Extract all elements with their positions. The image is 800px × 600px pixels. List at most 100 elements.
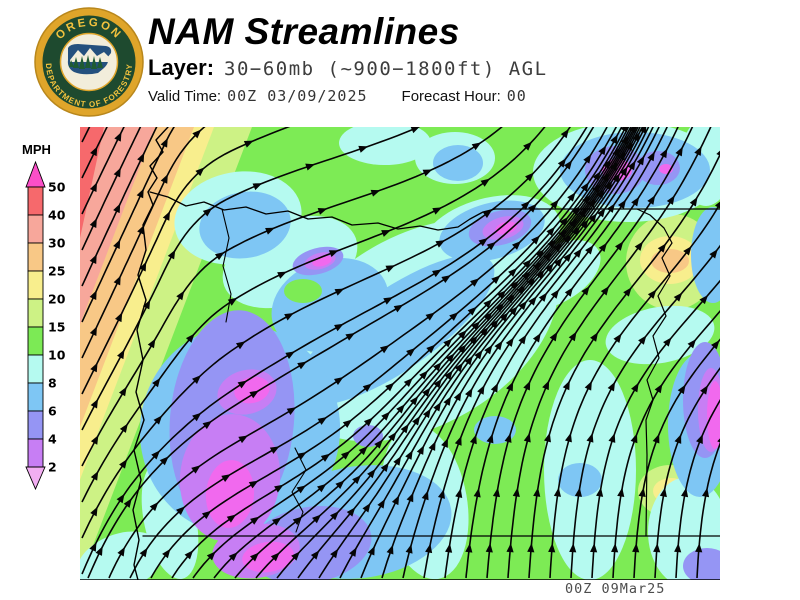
odf-logo: OREGON DEPARTMENT OF FORESTRY [34,7,144,117]
legend-tick-label: 8 [48,376,57,391]
streamline [570,244,720,579]
flow-arrow [206,551,216,561]
flow-arrow [611,543,619,553]
flow-arrow [516,285,526,295]
speed-blob-blue [691,207,720,303]
flow-arrow [592,183,601,194]
flow-arrow [421,490,429,501]
speed-stripe-salmon [80,127,155,325]
flow-arrow [527,543,535,553]
flow-arrow [553,257,563,267]
streamline [81,127,291,395]
flow-arrow [647,151,655,162]
flow-arrow [523,432,531,443]
snake-river-border [636,208,673,537]
flow-arrow [90,398,99,409]
flow-arrow [531,235,540,245]
flow-arrow [119,459,128,469]
flow-arrow [711,340,720,350]
flow-arrow [443,338,453,348]
flow-arrow [647,289,657,299]
flow-arrow [467,306,477,316]
flow-arrow [367,545,375,556]
flow-arrow [607,381,616,392]
streamline [276,127,638,579]
flow-arrow [638,335,647,345]
flow-arrow [585,245,594,255]
flow-arrow [528,296,537,306]
flow-arrow [162,211,171,221]
flow-arrow [433,362,442,372]
flow-arrow [580,182,589,192]
flow-arrow [214,252,225,261]
flow-arrow [443,396,452,406]
flow-arrow [453,391,462,402]
flow-arrow [632,543,640,553]
flow-arrow [370,189,381,197]
legend-tick-label: 10 [48,348,66,363]
flow-arrow [317,208,328,215]
flow-arrow [613,333,622,343]
page-title: NAM Streamlines [148,11,460,52]
flow-arrow [695,543,703,553]
flow-arrow [435,240,446,248]
flow-arrow [457,330,467,340]
flow-arrow [583,154,592,164]
flow-arrow [681,487,689,498]
flow-arrow [422,408,431,419]
flow-arrow [334,323,344,332]
flow-arrow [406,348,416,357]
flow-arrow [600,286,610,296]
valid-time-label: Valid Time: [148,88,222,105]
flow-arrow [425,543,433,554]
flow-arrow [162,548,171,559]
flow-arrow [610,134,618,145]
flow-arrow [139,547,148,558]
flow-arrow [702,487,710,498]
flow-arrow [272,517,282,526]
flow-arrow [677,384,686,395]
flow-arrow [202,420,212,430]
flow-arrow [632,132,640,142]
flow-arrow [687,339,697,349]
logo-trees [69,55,103,69]
flow-arrow [580,219,589,229]
flow-arrow [518,300,527,311]
flow-arrow [485,543,493,553]
flow-arrow [400,423,409,434]
streamline [87,127,595,579]
flow-arrow [249,390,259,399]
legend-tick-label: 50 [48,180,66,195]
speed-blob-periwinkle [636,151,680,185]
logo-mountains [70,48,109,62]
flow-arrow [406,492,414,503]
flow-arrow [317,416,328,425]
speed-blob-green [284,279,322,303]
flow-arrow [683,246,692,256]
flow-arrow [663,337,672,347]
flow-arrow [269,446,280,454]
flow-arrow [396,404,405,414]
flow-arrow [123,498,132,508]
flow-arrow [113,239,121,250]
flow-arrow [484,344,493,355]
streamline [633,338,720,579]
flow-arrow [499,312,509,322]
legend-tick-label: 25 [48,264,65,279]
flow-arrow [285,351,295,360]
flow-arrow [617,487,625,498]
flow-arrow [333,377,344,386]
flow-arrow [393,304,404,313]
flow-arrow [195,167,205,177]
flow-arrow [139,261,147,272]
flow-arrow [509,306,518,316]
layer-value: 30−60mb (~900−1800ft) AGL [224,58,548,80]
flow-arrow [630,433,638,444]
flow-arrow [274,484,284,493]
flow-arrow [666,195,675,205]
layer-label: Layer: [148,55,215,80]
flow-arrow [506,293,515,304]
flow-arrow [696,434,703,444]
flow-arrow [512,241,522,250]
streamline-map [80,127,720,580]
